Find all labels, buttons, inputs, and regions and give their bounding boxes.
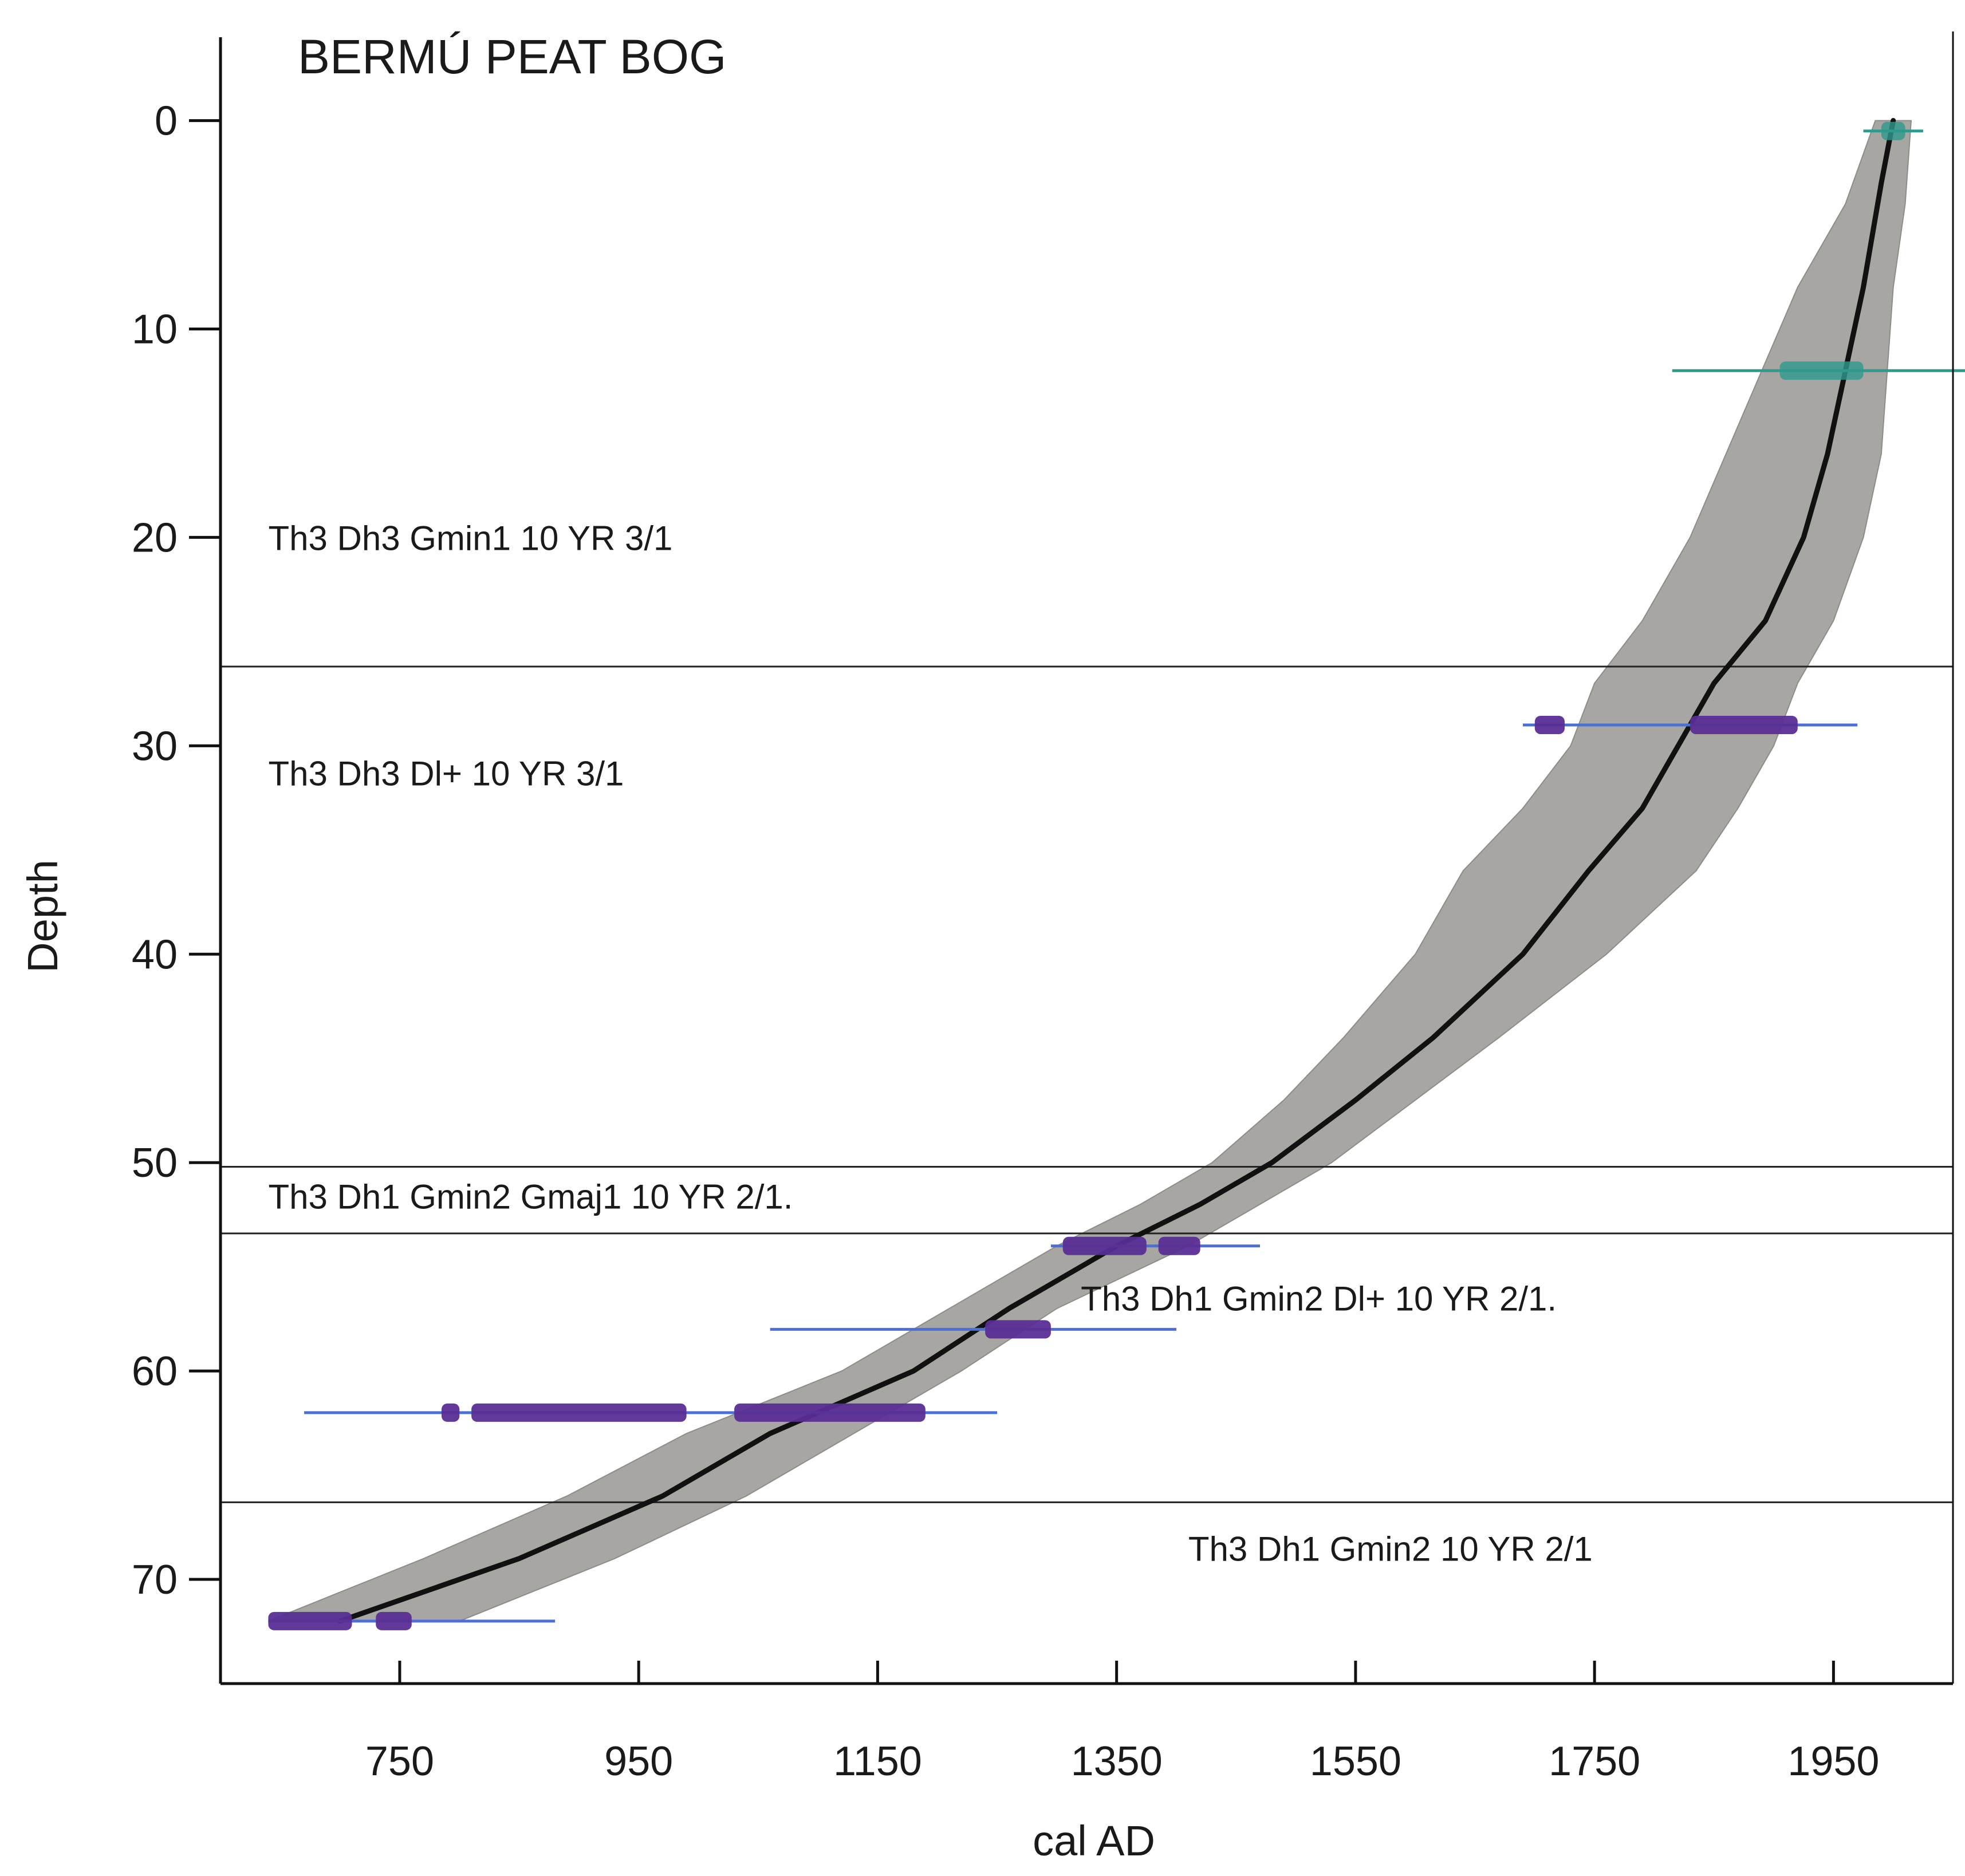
uncertainty-envelope [268, 120, 1912, 1622]
unit-label: Th3 Dh3 Dl+ 10 YR 3/1 [268, 755, 624, 793]
unit-label: Th3 Dh3 Gmin1 10 YR 3/1 [268, 519, 672, 557]
sample-probability-block [1881, 121, 1905, 140]
y-tick-label: 40 [132, 932, 178, 978]
y-ticks: 0 10 20 30 40 50 60 70 [132, 98, 220, 1603]
dated-sample-14C [1050, 1236, 1260, 1255]
unit-label: Th3 Dh1 Gmin2 Dl+ 10 YR 2/1. [1081, 1280, 1557, 1318]
y-tick-label: 0 [155, 98, 178, 144]
dated-samples-layer [268, 121, 1965, 1630]
unit-label: Th3 Dh1 Gmin2 Gmaj1 10 YR 2/1. [268, 1177, 793, 1216]
x-tick-label: 950 [604, 1739, 673, 1784]
median-curve-layer [337, 118, 1896, 1624]
dated-sample-14C [304, 1403, 998, 1422]
x-axis-label: cal AD [1033, 1817, 1155, 1865]
y-axis-label: Depth [19, 860, 66, 972]
sample-probability-block [985, 1320, 1051, 1339]
dated-sample-14C [268, 1611, 556, 1630]
dated-sample-210Pb [1863, 121, 1923, 140]
stratigraphic-unit-labels: Th3 Dh3 Gmin1 10 YR 3/1 Th3 Dh3 Dl+ 10 YR… [268, 519, 1592, 1568]
sample-probability-block [471, 1403, 687, 1422]
median-age-curve [337, 118, 1896, 1624]
sample-probability-block [1779, 361, 1864, 380]
sample-probability-block [441, 1403, 460, 1422]
sample-probability-block [1158, 1236, 1200, 1255]
unit-label: Th3 Dh1 Gmin2 10 YR 2/1 [1188, 1530, 1593, 1568]
sample-probability-block [1534, 715, 1565, 734]
x-tick-label: 1750 [1549, 1739, 1640, 1784]
y-tick-label: 30 [132, 723, 178, 769]
dated-sample-14C [1522, 715, 1858, 734]
sample-probability-block [376, 1611, 412, 1630]
y-tick-label: 60 [132, 1349, 178, 1394]
y-tick-label: 20 [132, 515, 178, 561]
dated-sample-14C [770, 1320, 1176, 1339]
stratigraphic-boundaries [220, 665, 1953, 1503]
x-tick-label: 1950 [1787, 1739, 1879, 1784]
x-tick-label: 1350 [1071, 1739, 1163, 1784]
uncertainty-envelope-layer [268, 120, 1912, 1622]
y-tick-label: 10 [132, 306, 178, 352]
x-ticks: 750 950 1150 1350 1550 1750 1950 [365, 1661, 1879, 1784]
x-tick-label: 1150 [833, 1739, 922, 1784]
sample-probability-block [1690, 715, 1798, 734]
sample-probability-block [734, 1403, 926, 1422]
y-tick-label: 50 [132, 1140, 178, 1186]
chart-title: BERMÚ PEAT BOG [298, 30, 726, 84]
axes [219, 31, 1954, 1685]
y-tick-label: 70 [132, 1557, 178, 1603]
sample-probability-block [1062, 1236, 1147, 1255]
sample-probability-block [268, 1611, 352, 1630]
dated-sample-210Pb [1672, 361, 1965, 380]
x-tick-label: 1550 [1310, 1739, 1401, 1784]
x-tick-label: 750 [365, 1739, 434, 1784]
